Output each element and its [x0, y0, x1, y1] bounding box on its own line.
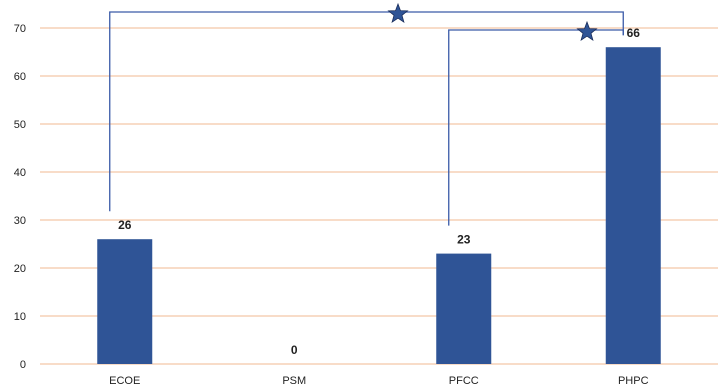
- x-tick-label-ecoe: ECOE: [109, 375, 140, 387]
- data-labels: 26 0 23 66: [118, 26, 640, 357]
- significance-star-icon: [576, 20, 598, 42]
- bar-ecoe: [97, 239, 153, 364]
- y-tick-label: 0: [20, 359, 26, 371]
- x-tick-label-pfcc: PFCC: [449, 375, 479, 387]
- bar-pfcc: [436, 253, 492, 364]
- y-tick-label: 40: [14, 167, 26, 179]
- data-label-phpc: 66: [627, 26, 641, 40]
- y-tick-label: 20: [14, 263, 26, 275]
- significance-star-icon: [387, 2, 409, 24]
- data-label-ecoe: 26: [118, 218, 132, 232]
- significance-bracket: [448, 29, 624, 226]
- bars: [97, 47, 661, 364]
- gridlines: [40, 27, 718, 365]
- y-tick-label: 70: [14, 23, 26, 35]
- y-axis-ticks: 0 10 20 30 40 50 60 70: [14, 23, 26, 371]
- significance-brackets: [109, 2, 624, 226]
- y-tick-label: 50: [14, 119, 26, 131]
- y-tick-label: 30: [14, 215, 26, 227]
- x-tick-label-psm: PSM: [282, 375, 306, 387]
- bar-phpc: [605, 47, 661, 364]
- x-tick-label-phpc: PHPC: [618, 375, 649, 387]
- data-label-pfcc: 23: [457, 233, 471, 247]
- y-tick-label: 10: [14, 311, 26, 323]
- y-tick-label: 60: [14, 71, 26, 83]
- data-label-psm: 0: [291, 343, 298, 357]
- significance-bracket: [109, 11, 624, 212]
- x-axis-ticks: ECOE PSM PFCC PHPC: [109, 375, 648, 387]
